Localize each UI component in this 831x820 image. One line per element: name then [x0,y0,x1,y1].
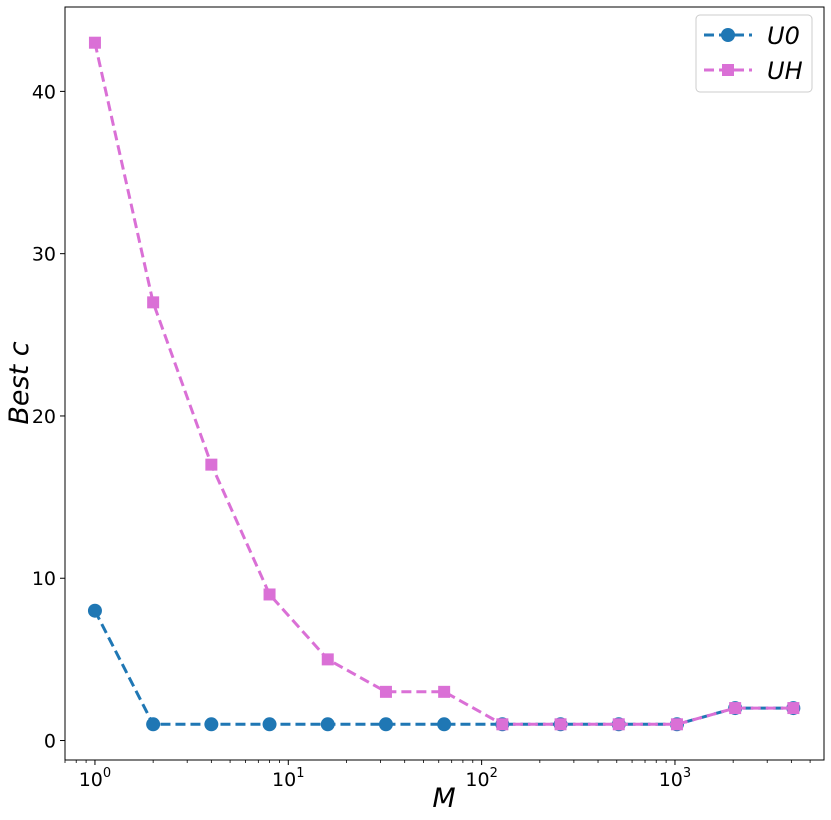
legend: U0 UH [695,14,813,93]
data-point-u0 [146,717,161,732]
data-point-uh [438,685,451,698]
legend-label-u0: U0 [767,22,800,50]
x-axis-label: M [432,783,455,814]
data-point-u0 [437,717,452,732]
data-point-u0 [378,717,393,732]
y-tick-label: 40 [32,81,56,103]
y-tick-label: 20 [32,406,56,428]
data-point-uh [321,653,334,666]
data-point-uh [670,718,683,731]
data-point-uh [379,685,392,698]
y-axis-label: Best c [4,341,35,424]
data-point-uh [729,702,742,715]
series-line-uh [93,42,794,726]
data-point-uh [205,458,218,471]
y-tick-label: 30 [32,244,56,266]
data-point-u0 [262,717,277,732]
data-point-u0 [320,717,335,732]
x-tick-label: 101 [272,766,304,791]
data-point-uh [88,36,101,49]
x-tick-label: 100 [79,766,111,791]
x-tick-label: 103 [659,766,691,791]
legend-label-uh: UH [767,57,803,85]
data-point-uh [612,718,625,731]
series-line-u0 [93,610,794,726]
data-point-u0 [87,603,102,618]
data-point-uh [554,718,567,731]
plot-frame [64,6,825,761]
data-point-uh [496,718,509,731]
data-point-uh [147,296,160,309]
y-tick-label: 10 [32,568,56,590]
legend-marker-u0 [721,28,735,42]
x-tick-label: 102 [465,766,497,791]
legend-marker-uh [722,64,734,76]
y-tick-label: 0 [44,731,56,753]
data-point-uh [787,702,800,715]
data-point-u0 [204,717,219,732]
data-point-uh [263,588,276,601]
